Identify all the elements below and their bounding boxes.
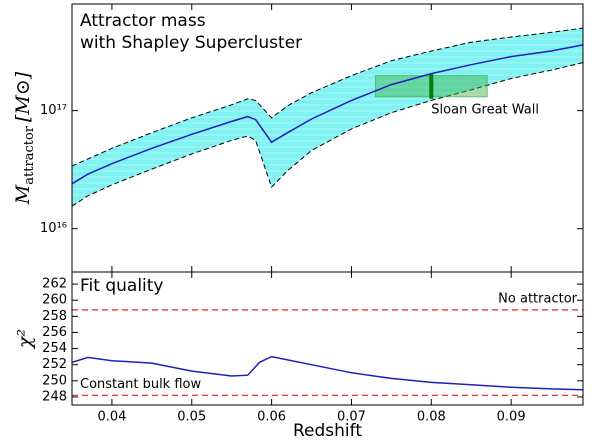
y-axis-label-part: attractor: [22, 125, 37, 184]
y-tick-label: 258: [42, 309, 67, 324]
x-tick-label: 0.07: [337, 410, 366, 425]
reference-label: Constant bulk flow: [80, 377, 201, 392]
plot-frame: [71, 271, 584, 406]
region-label: Sloan Great Wall: [431, 102, 539, 117]
y-tick-label: 254: [42, 341, 67, 356]
y-tick-label: 248: [42, 389, 67, 404]
reference-label: No attractor: [498, 291, 577, 306]
series-line: [71, 355, 584, 391]
y-axis-label-part: [M⊙]: [12, 71, 34, 122]
band-edge: [71, 27, 584, 167]
y-tick-label: 252: [42, 357, 67, 372]
y-tick-label: 262: [42, 277, 67, 292]
y-tick-label: 10¹⁶: [40, 221, 67, 236]
y-tick-label: 250: [42, 373, 67, 388]
y-axis-label: Mattractor [M⊙]: [12, 71, 37, 205]
y-axis-label-part: M: [12, 184, 34, 205]
y-tick-label: 10¹⁷: [40, 103, 67, 118]
y-tick-label: 256: [42, 325, 67, 340]
band-hatch: [72, 28, 583, 207]
panel-title: with Shapley Supercluster: [80, 33, 302, 53]
series-line: [71, 44, 584, 185]
x-tick-label: 0.09: [497, 410, 526, 425]
band-edge: [71, 62, 584, 207]
panel-title: Fit quality: [80, 276, 164, 296]
x-tick-label: 0.04: [97, 410, 126, 425]
x-tick-label: 0.08: [417, 410, 446, 425]
panel-title: Attractor mass: [80, 11, 206, 31]
x-axis-label: Redshift: [293, 421, 362, 441]
y-tick-label: 260: [42, 293, 67, 308]
x-tick-label: 0.05: [177, 410, 206, 425]
y-axis-label: χ²: [14, 329, 36, 350]
x-tick-label: 0.06: [257, 410, 286, 425]
